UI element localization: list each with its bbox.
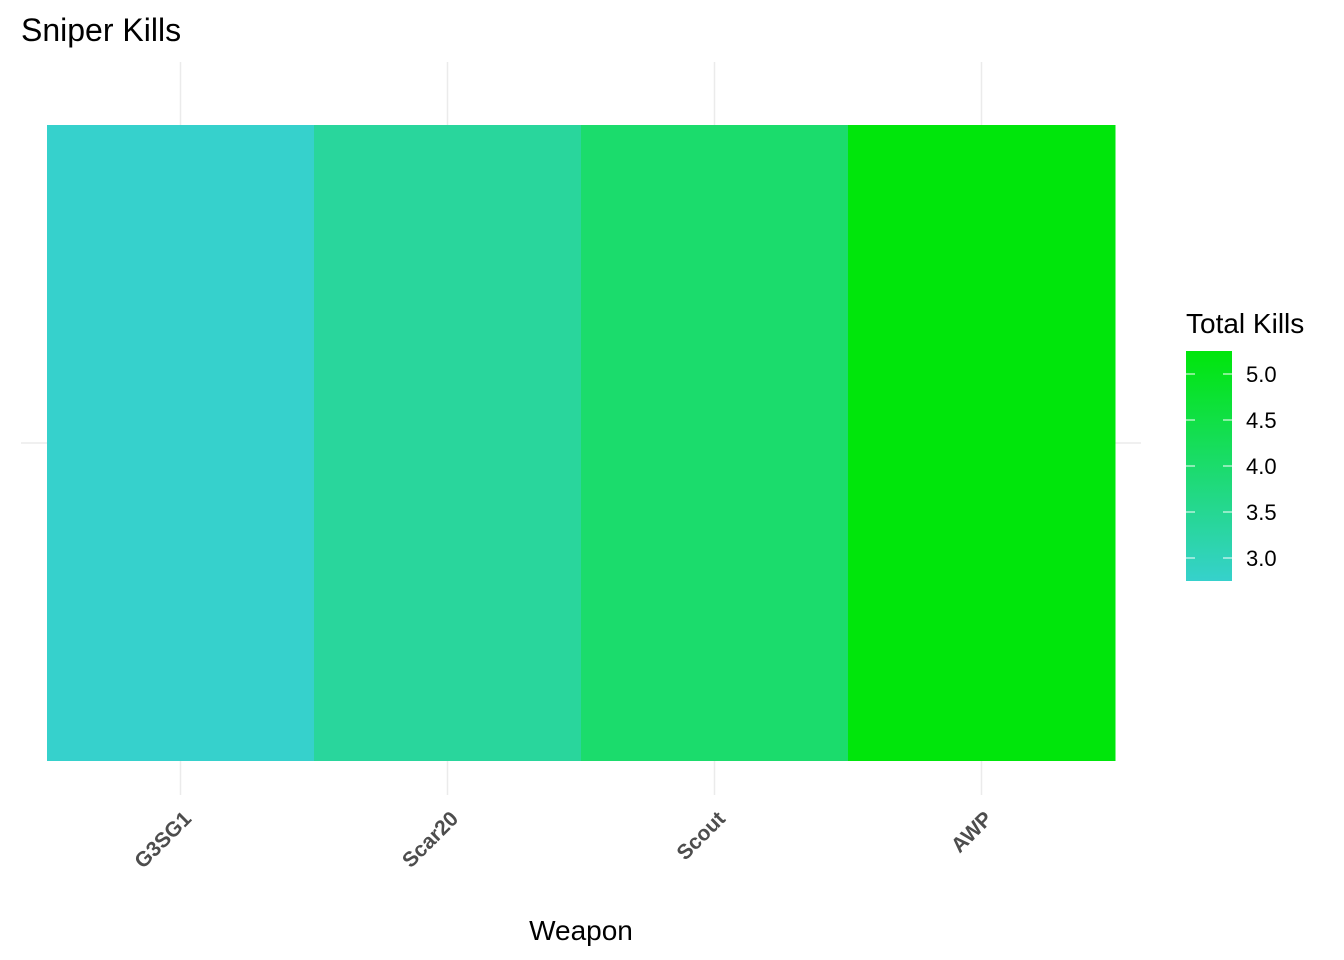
legend-ticks: 3.0 3.5 4.0 4.5 5.0	[1186, 362, 1277, 571]
x-tick-label: Scout	[673, 807, 731, 865]
legend-title: Total Kills	[1186, 308, 1304, 339]
heatmap-tile-g3sg1	[47, 125, 315, 761]
chart-title: Sniper Kills	[21, 12, 181, 48]
legend-tick-label: 3.5	[1246, 500, 1277, 525]
legend-tick-label: 4.0	[1246, 454, 1277, 479]
x-tick-label: G3SG1	[130, 807, 196, 873]
x-tick-label: AWP	[947, 807, 997, 857]
heatmap-tile-scout	[581, 125, 849, 761]
x-axis-title: Weapon	[529, 915, 633, 946]
x-tick-label: Scar20	[398, 807, 463, 872]
legend: Total Kills 3.0 3.5 4.0 4.5 5.0	[1186, 308, 1304, 581]
heatmap-tile-scar20	[314, 125, 582, 761]
heatmap-tiles	[47, 125, 1116, 761]
legend-tick-label: 4.5	[1246, 408, 1277, 433]
x-axis-tick-labels: G3SG1 Scar20 Scout AWP	[130, 807, 997, 873]
legend-tick-label: 5.0	[1246, 362, 1277, 387]
heatmap-tile-awp	[848, 125, 1116, 761]
legend-tick-label: 3.0	[1246, 546, 1277, 571]
